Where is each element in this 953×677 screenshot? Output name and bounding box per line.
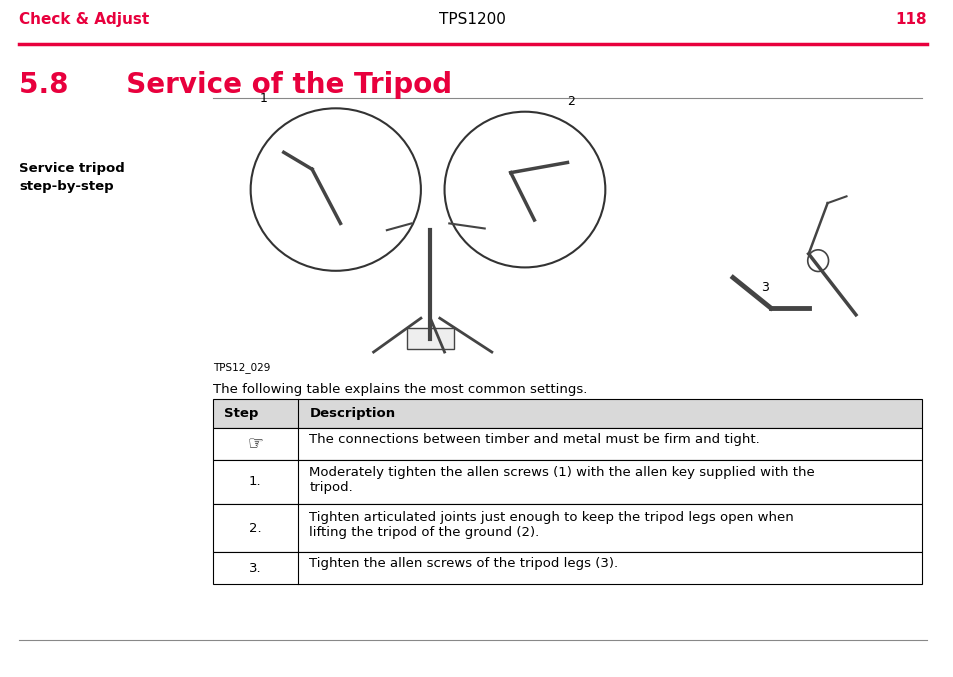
FancyBboxPatch shape (406, 328, 454, 349)
FancyBboxPatch shape (213, 428, 922, 460)
Text: Step: Step (224, 407, 258, 420)
Text: TPS1200: TPS1200 (439, 12, 506, 27)
Text: Service tripod
step-by-step: Service tripod step-by-step (19, 162, 125, 194)
FancyBboxPatch shape (213, 504, 922, 552)
FancyBboxPatch shape (213, 552, 922, 584)
Text: Tighten the allen screws of the tripod legs (3).: Tighten the allen screws of the tripod l… (309, 557, 618, 570)
Text: Check & Adjust: Check & Adjust (19, 12, 149, 27)
Text: 1: 1 (260, 92, 268, 105)
Text: 3: 3 (760, 282, 768, 294)
Text: Tighten articulated joints just enough to keep the tripod legs open when
lifting: Tighten articulated joints just enough t… (309, 511, 793, 539)
Text: 5.8      Service of the Tripod: 5.8 Service of the Tripod (19, 70, 452, 99)
Text: The connections between timber and metal must be firm and tight.: The connections between timber and metal… (309, 433, 760, 445)
Text: The following table explains the most common settings.: The following table explains the most co… (213, 383, 587, 395)
FancyBboxPatch shape (213, 460, 922, 504)
FancyBboxPatch shape (213, 399, 922, 428)
Text: 3.: 3. (249, 562, 261, 575)
Text: 2: 2 (567, 95, 575, 108)
Text: 2.: 2. (249, 521, 261, 535)
Text: ☞: ☞ (247, 435, 263, 453)
Text: 1.: 1. (249, 475, 261, 488)
Text: 118: 118 (894, 12, 926, 27)
Text: Moderately tighten the allen screws (1) with the allen key supplied with the
tri: Moderately tighten the allen screws (1) … (309, 466, 814, 494)
Text: TPS12_029: TPS12_029 (213, 362, 270, 373)
Text: Description: Description (309, 407, 395, 420)
